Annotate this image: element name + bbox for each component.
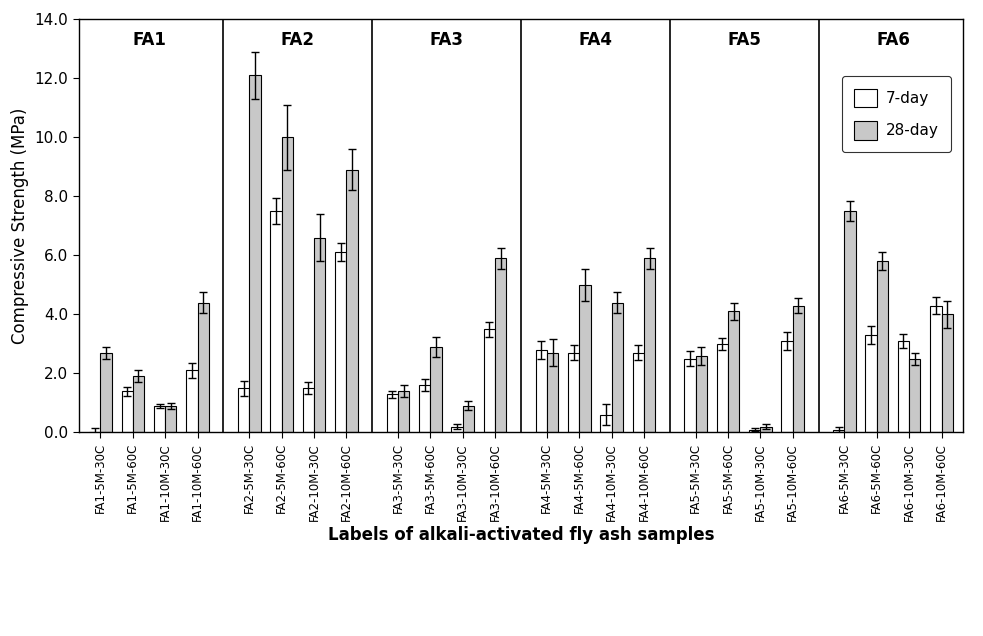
Bar — [238, 388, 250, 432]
Bar — [419, 385, 431, 432]
Text: FA5: FA5 — [727, 32, 761, 50]
Bar — [644, 258, 656, 432]
Y-axis label: Compressive Strength (MPa): Compressive Strength (MPa) — [11, 107, 29, 344]
Bar — [335, 252, 346, 432]
Bar — [897, 341, 909, 432]
Bar — [717, 344, 728, 432]
Bar — [568, 353, 579, 432]
Text: FA1: FA1 — [132, 32, 166, 50]
Bar — [133, 377, 145, 432]
Bar — [250, 75, 260, 432]
Text: FA6: FA6 — [876, 32, 910, 50]
Bar — [611, 303, 623, 432]
Bar — [633, 353, 644, 432]
Bar — [451, 427, 463, 432]
X-axis label: Labels of alkali-activated fly ash samples: Labels of alkali-activated fly ash sampl… — [327, 527, 715, 544]
Bar — [749, 429, 761, 432]
Bar — [728, 312, 739, 432]
Bar — [495, 258, 506, 432]
Bar — [909, 359, 920, 432]
Bar — [303, 388, 314, 432]
Bar — [281, 137, 293, 432]
Text: FA2: FA2 — [281, 32, 315, 50]
Bar — [930, 305, 942, 432]
Bar — [684, 359, 696, 432]
Bar — [186, 370, 198, 432]
Bar — [314, 238, 325, 432]
Bar — [696, 356, 707, 432]
Bar — [781, 341, 792, 432]
Bar — [942, 314, 953, 432]
Bar — [463, 406, 474, 432]
Text: FA4: FA4 — [578, 32, 612, 50]
Bar — [579, 285, 591, 432]
Bar — [198, 303, 208, 432]
Bar — [536, 350, 547, 432]
Bar — [386, 394, 398, 432]
Bar — [761, 427, 772, 432]
Bar — [165, 406, 177, 432]
Bar — [398, 391, 409, 432]
Bar — [100, 353, 112, 432]
Bar — [154, 406, 165, 432]
Legend: 7-day, 28-day: 7-day, 28-day — [841, 76, 952, 152]
Bar — [122, 391, 133, 432]
Bar — [865, 335, 877, 432]
Bar — [547, 353, 558, 432]
Bar — [877, 261, 888, 432]
Bar — [346, 170, 358, 432]
Bar — [834, 429, 844, 432]
Bar — [484, 329, 495, 432]
Bar — [844, 211, 856, 432]
Bar — [601, 415, 611, 432]
Text: FA3: FA3 — [430, 32, 464, 50]
Bar — [431, 347, 441, 432]
Bar — [792, 305, 804, 432]
Bar — [270, 211, 281, 432]
